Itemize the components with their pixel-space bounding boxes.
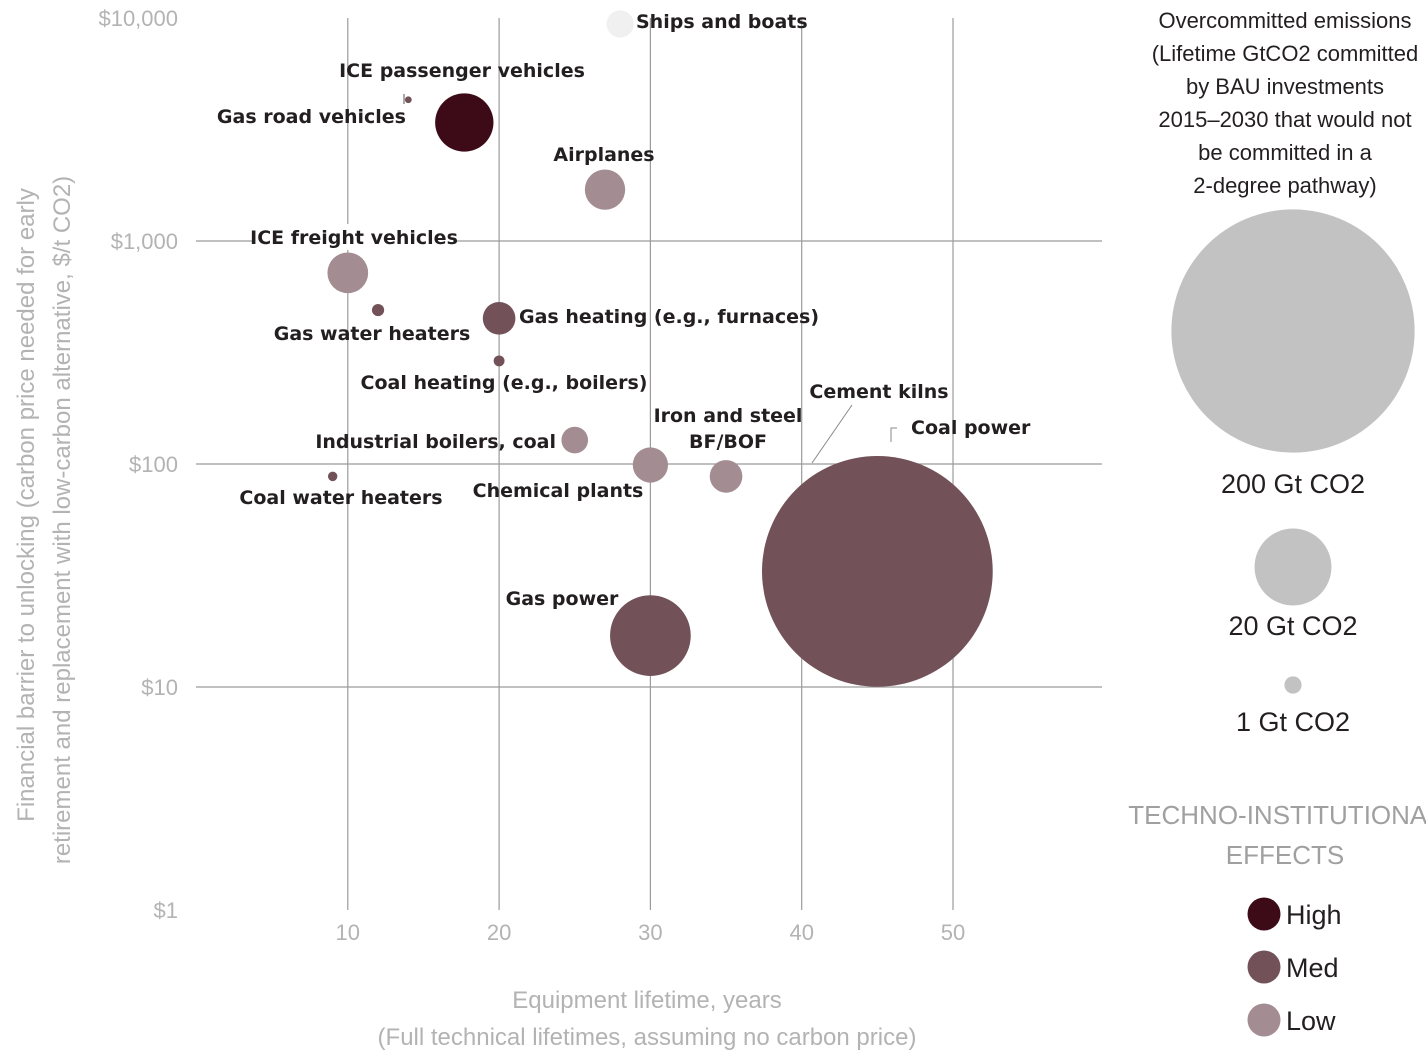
color-legend-swatch bbox=[1247, 950, 1281, 984]
x-tick-label: 10 bbox=[336, 920, 360, 945]
size-legend-title: be committed in a bbox=[1198, 140, 1372, 165]
bubble-label: Gas road vehicles bbox=[217, 106, 406, 128]
y-tick-label: $1,000 bbox=[111, 229, 178, 254]
bubble-ice-freight-vehicles bbox=[327, 252, 369, 294]
size-legend-label: 20 Gt CO2 bbox=[1228, 611, 1357, 641]
size-legend-title: by BAU investments bbox=[1186, 74, 1384, 99]
x-tick-label: 20 bbox=[487, 920, 511, 945]
leader-cement-kilns bbox=[811, 404, 853, 464]
bubble-coal-power bbox=[761, 455, 993, 687]
x-tick-label: 40 bbox=[789, 920, 813, 945]
bubble-label: Coal power bbox=[911, 417, 1031, 439]
y-tick-label: $100 bbox=[129, 452, 178, 477]
leader-coal-power bbox=[890, 427, 897, 442]
bubble-label: Industrial boilers, coal bbox=[315, 431, 556, 453]
y-tick-label: $1 bbox=[154, 898, 178, 923]
bubble-label-line2: BF/BOF bbox=[689, 431, 767, 453]
bubble-label: Coal heating (e.g., boilers) bbox=[361, 372, 648, 394]
color-legend-label: Med bbox=[1286, 953, 1339, 983]
bubble-iron-and-steel bbox=[709, 460, 743, 493]
bubble-gas-road-vehicles bbox=[435, 93, 494, 152]
y-tick-label: $10,000 bbox=[98, 6, 178, 31]
bubble-ships-and-boats bbox=[606, 10, 634, 38]
color-legend-title: TECHNO-INSTITUTIONAL bbox=[1128, 800, 1426, 830]
x-tick-label: 50 bbox=[941, 920, 965, 945]
bubble-labels: Ships and boats ICE passenger vehicles Gas… bbox=[217, 11, 1031, 610]
size-legend-bubble bbox=[1284, 676, 1302, 694]
bubble-industrial-boilers-coal bbox=[561, 426, 589, 454]
bubble-gas-heating-e-g-furnaces bbox=[482, 302, 516, 335]
bubble-label: ICE freight vehicles bbox=[250, 227, 458, 249]
bubble-label: Chemical plants bbox=[473, 480, 644, 502]
x-axis-title: Equipment lifetime, years bbox=[512, 987, 781, 1014]
bubble-label: Cement kilns bbox=[809, 381, 948, 403]
y-axis-title: Financial barrier to unlocking (carbon p… bbox=[13, 188, 40, 822]
size-legend: Overcommitted emissions (Lifetime GtCO2 c… bbox=[1152, 8, 1419, 737]
x-axis-subtitle: (Full technical lifetimes, assuming no c… bbox=[378, 1024, 917, 1051]
y-axis-title-line2: retirement and replacement with low-carb… bbox=[49, 176, 76, 864]
size-legend-label: 200 Gt CO2 bbox=[1221, 469, 1365, 499]
size-legend-label: 1 Gt CO2 bbox=[1236, 707, 1350, 737]
size-legend-title: Overcommitted emissions bbox=[1158, 8, 1411, 33]
color-legend-label: High bbox=[1286, 900, 1342, 930]
bubble-label: Ships and boats bbox=[636, 11, 808, 33]
bubble-gas-water-heaters bbox=[371, 304, 385, 317]
bubble-coal-water-heaters bbox=[327, 471, 338, 482]
bubbles bbox=[327, 10, 993, 687]
bubble-label: Iron and steel bbox=[654, 405, 803, 427]
bubble-label: Airplanes bbox=[553, 144, 654, 166]
bubble-label: Coal water heaters bbox=[239, 487, 442, 509]
size-legend-bubble bbox=[1254, 528, 1332, 606]
x-tick-label: 30 bbox=[638, 920, 662, 945]
label-background bbox=[255, 224, 453, 250]
bubble-chemical-plants bbox=[632, 447, 669, 483]
bubble-coal-heating-e-g-boilers bbox=[493, 355, 505, 367]
size-legend-title: 2015–2030 that would not bbox=[1158, 107, 1411, 132]
y-tick-labels: $1 $10 $100 $1,000 $10,000 bbox=[98, 6, 178, 923]
bubble-label: Gas power bbox=[506, 588, 619, 610]
bubble-ice-passenger-vehicles bbox=[404, 96, 412, 104]
size-legend-title: 2-degree pathway) bbox=[1193, 173, 1376, 198]
color-legend: TECHNO-INSTITUTIONAL EFFECTS High Med Low bbox=[1128, 800, 1426, 1037]
bubble-gas-power bbox=[610, 595, 691, 676]
size-legend-bubble bbox=[1171, 209, 1415, 453]
bubble-label: Gas heating (e.g., furnaces) bbox=[519, 306, 819, 328]
size-legend-title: (Lifetime GtCO2 committed bbox=[1152, 41, 1419, 66]
y-tick-label: $10 bbox=[141, 675, 178, 700]
bubble-airplanes bbox=[584, 169, 626, 210]
bubble-label: Gas water heaters bbox=[274, 323, 471, 345]
x-tick-labels: 10 20 30 40 50 bbox=[336, 920, 966, 945]
color-legend-swatch bbox=[1247, 1003, 1281, 1037]
color-legend-swatch bbox=[1247, 897, 1281, 931]
color-legend-title: EFFECTS bbox=[1226, 840, 1344, 870]
leader-lines bbox=[403, 94, 897, 464]
color-legend-label: Low bbox=[1286, 1006, 1336, 1036]
bubble-label: ICE passenger vehicles bbox=[339, 60, 585, 82]
